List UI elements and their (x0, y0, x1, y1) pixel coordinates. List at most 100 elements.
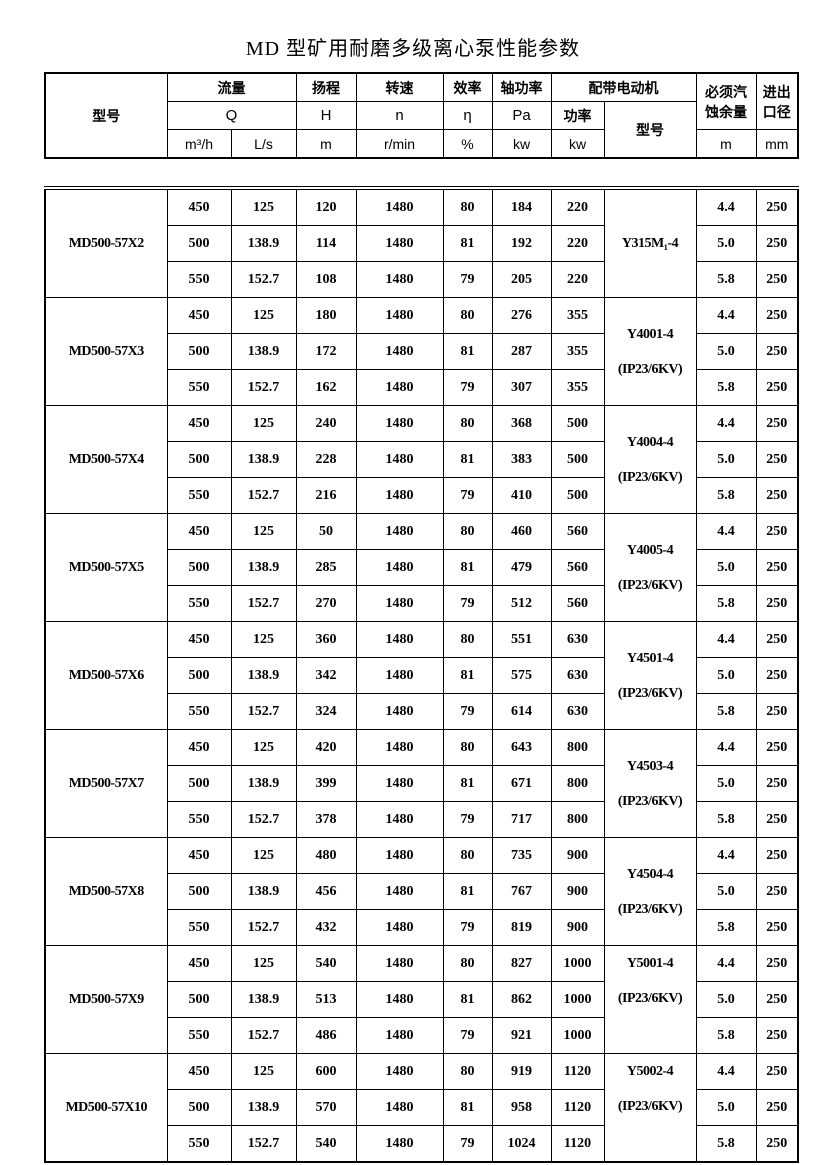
shaft-power-cell: 551 (491, 621, 552, 658)
flow-m3h-cell: 450 (166, 513, 232, 550)
efficiency-cell: 79 (442, 909, 493, 946)
flow-ls-cell: 152.7 (230, 909, 297, 946)
flow-m3h-cell: 500 (166, 765, 232, 802)
table-row: MD500-57X9 450 125 540 1480 80 827 1000 Y5001-4(… (44, 945, 799, 1054)
port-diameter-cell: 250 (755, 549, 799, 586)
motor-power-cell: 900 (550, 837, 605, 874)
efficiency-cell: 81 (442, 981, 493, 1018)
motor-model-line: (IP23/6KV) (617, 901, 683, 917)
flow-ls-cell: 125 (230, 837, 297, 874)
motor-power-cell: 355 (550, 369, 605, 406)
table-row: MD500-57X5 450 125 50 1480 80 460 560 Y4005-4 (IP… (44, 513, 799, 622)
motor-model-line: (IP23/6KV) (617, 685, 683, 701)
speed-cell: 1480 (355, 549, 444, 586)
shaft-power-cell: 671 (491, 765, 552, 802)
head-cell: 360 (295, 621, 357, 658)
motor-model-line: Y5002-4 (626, 1064, 674, 1079)
efficiency-cell: 81 (442, 333, 493, 370)
port-diameter-cell: 250 (755, 225, 799, 262)
flow-m3h-cell: 450 (166, 297, 232, 334)
npsh-cell: 5.8 (695, 261, 757, 298)
head-cell: 342 (295, 657, 357, 694)
shaft-power-cell: 460 (491, 513, 552, 550)
head-cell: 50 (295, 513, 357, 550)
header-npsh-line1: 必须汽 (705, 83, 747, 100)
flow-m3h-cell: 550 (166, 477, 232, 514)
motor-power-cell: 1120 (550, 1125, 605, 1163)
motor-power-cell: 355 (550, 297, 605, 334)
flow-ls-cell: 125 (230, 729, 297, 766)
speed-cell: 1480 (355, 1089, 444, 1126)
motor-model-line: Y315M₁-4 (621, 236, 679, 251)
motor-model-line: Y4001-4 (626, 326, 674, 342)
npsh-cell: 4.4 (695, 621, 757, 658)
shaft-power-cell: 919 (491, 1053, 552, 1090)
shaft-power-cell: 1024 (491, 1125, 552, 1163)
shaft-power-cell: 643 (491, 729, 552, 766)
shaft-power-cell: 184 (491, 187, 552, 226)
flow-ls-cell: 138.9 (230, 441, 297, 478)
flow-ls-cell: 138.9 (230, 1089, 297, 1126)
port-diameter-cell: 250 (755, 1125, 799, 1163)
shaft-power-cell: 383 (491, 441, 552, 478)
flow-ls-cell: 152.7 (230, 801, 297, 838)
head-cell: 228 (295, 441, 357, 478)
efficiency-cell: 79 (442, 801, 493, 838)
table-row: MD500-57X7 450 125 420 1480 80 643 800 Y4503-4 (I… (44, 729, 799, 838)
header-model: 型号 (44, 72, 168, 159)
speed-cell: 1480 (355, 909, 444, 946)
speed-cell: 1480 (355, 945, 444, 982)
head-cell: 480 (295, 837, 357, 874)
shaft-power-cell: 717 (491, 801, 552, 838)
speed-cell: 1480 (355, 187, 444, 226)
flow-m3h-cell: 500 (166, 873, 232, 910)
motor-model-cell: Y5002-4 (IP23/6KV) (603, 1053, 697, 1163)
header-port-unit: mm (755, 129, 799, 159)
speed-cell: 1480 (355, 585, 444, 622)
shaft-power-cell: 287 (491, 333, 552, 370)
header-shaft-power: 轴功率 (491, 72, 552, 102)
speed-cell: 1480 (355, 1125, 444, 1163)
port-diameter-cell: 250 (755, 657, 799, 694)
port-diameter-cell: 250 (755, 261, 799, 298)
port-diameter-cell: 250 (755, 1017, 799, 1054)
flow-m3h-cell: 550 (166, 1017, 232, 1054)
speed-cell: 1480 (355, 657, 444, 694)
motor-model-line: (IP23/6KV) (617, 793, 683, 809)
table-row: 550 152.7 270 1480 79 512 560 5.8 250 (45, 585, 799, 622)
flow-m3h-cell: 500 (166, 225, 232, 262)
motor-power-cell: 1000 (550, 945, 605, 982)
pump-model-cell: MD500-57X5 (44, 513, 168, 622)
flow-m3h-cell: 500 (166, 441, 232, 478)
shaft-power-cell: 767 (491, 873, 552, 910)
speed-cell: 1480 (355, 729, 444, 766)
port-diameter-cell: 250 (755, 297, 799, 334)
table-row: 550 152.7 432 1480 79 819 900 5.8 250 (45, 909, 799, 946)
npsh-cell: 5.8 (695, 1125, 757, 1163)
flow-ls-cell: 152.7 (230, 369, 297, 406)
efficiency-cell: 80 (442, 621, 493, 658)
motor-power-cell: 355 (550, 333, 605, 370)
head-cell: 378 (295, 801, 357, 838)
shaft-power-cell: 192 (491, 225, 552, 262)
head-cell: 114 (295, 225, 357, 262)
header-shaft-power-unit: kw (491, 129, 552, 159)
flow-ls-cell: 125 (230, 1053, 297, 1090)
header-port-line2: 口径 (762, 103, 791, 120)
pump-model-cell: MD500-57X6 (44, 621, 168, 730)
header-speed-unit: r/min (355, 129, 444, 159)
npsh-cell: 5.8 (695, 909, 757, 946)
header-shaft-power-symbol: Pa (491, 101, 552, 130)
efficiency-cell: 79 (442, 585, 493, 622)
motor-power-cell: 800 (550, 765, 605, 802)
header-efficiency-unit: % (442, 129, 493, 159)
pump-model-cell: MD500-57X4 (44, 405, 168, 514)
motor-power-cell: 1120 (550, 1053, 605, 1090)
speed-cell: 1480 (355, 981, 444, 1018)
header-head: 扬程 (295, 72, 357, 102)
shaft-power-cell: 512 (491, 585, 552, 622)
npsh-cell: 5.0 (695, 1089, 757, 1126)
header-port-line1: 进出 (762, 83, 791, 100)
speed-cell: 1480 (355, 297, 444, 334)
